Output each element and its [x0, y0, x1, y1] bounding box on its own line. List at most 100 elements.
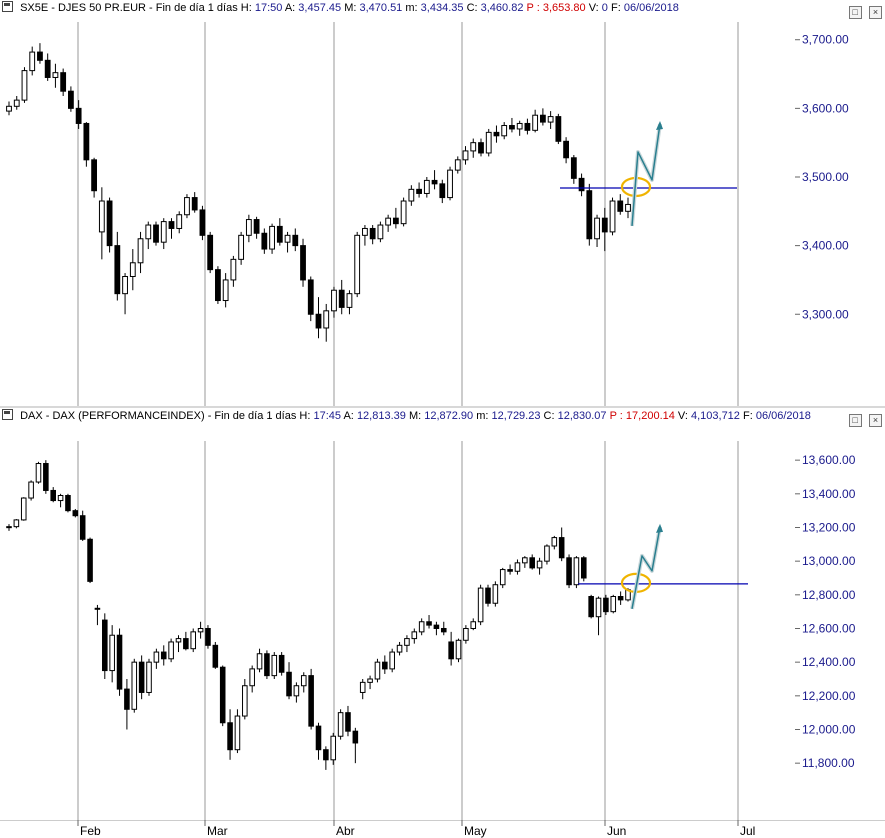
sx5e-candle: [331, 286, 337, 318]
dax-y-tick-label: 13,600.00: [802, 453, 856, 467]
sx5e-m-value: 3,470.51: [359, 2, 403, 14]
dax-candle: [374, 658, 381, 683]
dax-overlay: [578, 523, 748, 610]
sx5e-candle: [501, 122, 508, 140]
dax-chart-svg[interactable]: 13,600.00 13,400.00 13,200.00 13,000.00 12,8…: [0, 408, 885, 820]
dax-candle: [440, 621, 447, 636]
time-axis-label-jun: Jun: [607, 824, 626, 838]
time-axis-label-jul: Jul: [740, 824, 755, 838]
sx5e-candle: [137, 231, 144, 274]
sx5e-c-value: 3,460.82: [480, 2, 524, 14]
sx5e-candle: [385, 214, 392, 232]
chart-icon[interactable]: [2, 1, 13, 12]
panel-divider[interactable]: [0, 406, 885, 408]
dax-y-tick-label: 12,600.00: [802, 621, 856, 635]
chart-panel-dax[interactable]: 13,600.00 13,400.00 13,200.00 13,000.00 12,8…: [0, 408, 885, 820]
sx5e-candle: [29, 46, 36, 76]
dax-mm-label: m:: [476, 410, 489, 422]
dax-candle: [116, 628, 123, 696]
sx5e-candle: [184, 194, 190, 219]
dax-candle: [382, 655, 388, 674]
dax-candle: [448, 631, 454, 666]
sx5e-candle: [416, 182, 422, 198]
dax-candle: [20, 497, 27, 521]
dax-candle: [13, 519, 20, 529]
close-button[interactable]: ×: [869, 414, 882, 427]
dax-candle: [146, 658, 152, 696]
dax-candle: [588, 594, 594, 619]
sx5e-p-label: P :: [526, 2, 540, 14]
dax-m-value: 12,872.90: [424, 410, 474, 422]
sx5e-y-tick-label: 3,300.00: [802, 307, 849, 321]
maximize-button[interactable]: □: [848, 414, 862, 427]
sx5e-c-label: C:: [466, 2, 478, 14]
dax-c-label: C:: [543, 410, 555, 422]
dax-candle: [536, 557, 543, 575]
sx5e-candle: [98, 187, 105, 260]
close-button[interactable]: ×: [869, 6, 882, 19]
sx5e-candle: [122, 273, 128, 315]
sx5e-candle: [601, 207, 608, 252]
sx5e-candle: [617, 194, 624, 215]
dax-candle: [337, 709, 344, 740]
dax-candle: [433, 621, 440, 636]
sx5e-candle: [215, 266, 221, 304]
dax-candle: [551, 535, 558, 550]
dax-candle: [124, 678, 130, 730]
dax-candle: [35, 461, 42, 484]
dax-candles: [6, 460, 631, 770]
sx5e-candle: [547, 111, 554, 129]
dax-candle: [485, 584, 491, 607]
sx5e-candle: [284, 231, 291, 253]
sx5e-candle: [114, 231, 121, 301]
dax-candle: [418, 618, 425, 636]
sx5e-candle: [532, 109, 539, 133]
sx5e-f-label: F:: [610, 2, 621, 14]
sx5e-candle: [377, 221, 384, 243]
sx5e-candle: [44, 53, 51, 81]
dax-candle: [352, 727, 359, 764]
chart-icon[interactable]: [2, 409, 13, 420]
dax-candle: [566, 554, 572, 589]
dax-candle: [242, 678, 248, 720]
sx5e-candle: [75, 100, 82, 129]
dax-candle: [573, 556, 580, 589]
sx5e-chart-svg[interactable]: 3,700.00 3,600.00 3,500.00 3,400.00 3,300.00: [0, 0, 885, 406]
dax-candle: [426, 615, 432, 629]
sx5e-candle: [470, 138, 477, 158]
sx5e-candle: [269, 223, 275, 254]
sx5e-candle: [245, 214, 252, 243]
dax-candle: [197, 621, 204, 639]
dax-y-tick-label: 12,400.00: [802, 655, 856, 669]
dax-candle: [131, 658, 138, 713]
sx5e-candle: [524, 118, 531, 135]
sx5e-y-tick-label: 3,600.00: [802, 101, 849, 115]
maximize-button[interactable]: □: [848, 6, 862, 19]
sx5e-instrument-name: SX5E - DJES 50 PR.EUR - Fin de día 1 día…: [20, 2, 238, 14]
time-axis: Feb Mar Abr May Jun Jul: [0, 820, 885, 838]
sx5e-candle: [106, 197, 113, 253]
dax-candle: [50, 487, 56, 503]
sx5e-header: SX5E - DJES 50 PR.EUR - Fin de día 1 día…: [0, 0, 885, 16]
dax-a-label: A:: [343, 410, 354, 422]
dax-candle: [227, 709, 233, 760]
dax-window-buttons: □ ×: [846, 410, 882, 428]
dax-candle: [308, 668, 314, 730]
dax-arrow-head: [656, 523, 663, 533]
sx5e-candle: [230, 255, 237, 287]
sx5e-m-label: M:: [344, 2, 357, 14]
dax-p-value: 17,200.14: [625, 410, 675, 422]
sx5e-candle: [369, 225, 376, 245]
sx5e-candle: [493, 125, 500, 143]
dax-mm-value: 12,729.23: [491, 410, 541, 422]
sx5e-candle: [238, 231, 245, 265]
sx5e-y-tick-label: 3,700.00: [802, 33, 849, 47]
dax-candle: [94, 604, 101, 626]
sx5e-candle: [160, 218, 167, 250]
sx5e-candle: [578, 173, 585, 197]
dax-candle: [330, 732, 337, 765]
sx5e-candle: [60, 68, 67, 97]
dax-candle: [514, 559, 521, 575]
chart-panel-sx5e[interactable]: 3,700.00 3,600.00 3,500.00 3,400.00 3,300.00…: [0, 0, 885, 406]
dax-candle: [183, 631, 189, 651]
